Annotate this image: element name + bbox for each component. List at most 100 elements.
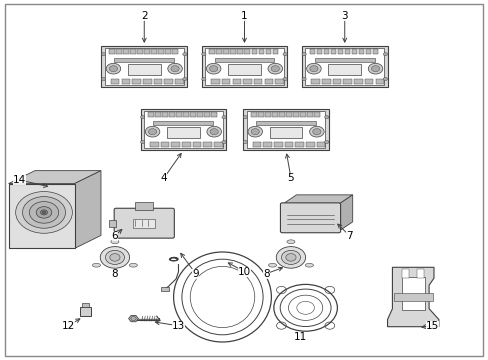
- Bar: [223, 49, 228, 54]
- Bar: [305, 49, 383, 85]
- Circle shape: [306, 63, 321, 74]
- Text: 11: 11: [293, 332, 307, 342]
- Circle shape: [183, 53, 186, 56]
- Bar: [172, 49, 178, 54]
- Bar: [137, 49, 142, 54]
- Text: 13: 13: [171, 321, 185, 331]
- Bar: [244, 49, 249, 54]
- Bar: [343, 80, 351, 84]
- Text: 1: 1: [241, 11, 247, 21]
- Bar: [155, 112, 161, 117]
- Circle shape: [271, 66, 279, 72]
- Bar: [353, 80, 362, 84]
- Bar: [305, 143, 314, 147]
- Circle shape: [201, 53, 205, 56]
- Bar: [123, 49, 128, 54]
- Bar: [162, 112, 167, 117]
- Bar: [306, 112, 312, 117]
- Text: 9: 9: [192, 269, 199, 279]
- Polygon shape: [282, 195, 352, 204]
- Bar: [150, 143, 158, 147]
- Bar: [316, 143, 325, 147]
- Bar: [153, 121, 213, 126]
- Circle shape: [109, 66, 117, 72]
- Bar: [309, 49, 315, 54]
- Ellipse shape: [286, 240, 294, 244]
- Circle shape: [302, 53, 305, 56]
- Polygon shape: [128, 315, 138, 322]
- Bar: [141, 109, 225, 150]
- Bar: [330, 49, 336, 54]
- Bar: [250, 112, 256, 117]
- Bar: [273, 143, 282, 147]
- Circle shape: [22, 197, 65, 228]
- Circle shape: [285, 253, 295, 261]
- Circle shape: [206, 126, 221, 137]
- Text: 6: 6: [111, 231, 118, 241]
- Bar: [365, 49, 370, 54]
- Circle shape: [383, 53, 386, 56]
- Circle shape: [167, 63, 182, 74]
- Circle shape: [105, 251, 124, 264]
- Bar: [269, 127, 302, 138]
- Bar: [246, 112, 325, 148]
- Circle shape: [251, 129, 259, 135]
- Bar: [148, 112, 154, 117]
- Bar: [161, 143, 169, 147]
- Bar: [232, 80, 241, 84]
- Bar: [158, 49, 163, 54]
- Bar: [243, 80, 251, 84]
- Bar: [176, 112, 182, 117]
- Circle shape: [281, 251, 300, 264]
- Bar: [328, 64, 360, 75]
- Bar: [311, 80, 319, 84]
- Bar: [116, 49, 122, 54]
- Circle shape: [309, 66, 317, 72]
- Bar: [332, 80, 341, 84]
- Bar: [313, 112, 319, 117]
- Circle shape: [247, 126, 262, 137]
- Bar: [256, 121, 315, 126]
- FancyBboxPatch shape: [280, 203, 340, 233]
- Circle shape: [371, 66, 379, 72]
- Circle shape: [201, 77, 205, 81]
- Bar: [104, 49, 183, 85]
- Bar: [344, 49, 349, 54]
- Bar: [295, 143, 304, 147]
- Circle shape: [324, 140, 328, 144]
- Circle shape: [222, 140, 225, 144]
- Bar: [275, 80, 283, 84]
- Bar: [264, 112, 270, 117]
- Bar: [402, 269, 408, 278]
- Bar: [102, 46, 186, 87]
- Circle shape: [283, 77, 287, 81]
- Text: 14: 14: [13, 175, 26, 185]
- Polygon shape: [130, 317, 136, 320]
- Circle shape: [302, 77, 305, 81]
- Circle shape: [42, 211, 46, 214]
- Bar: [416, 269, 423, 278]
- Bar: [9, 184, 75, 248]
- Bar: [204, 112, 209, 117]
- Bar: [263, 143, 271, 147]
- Bar: [114, 58, 174, 63]
- Circle shape: [171, 66, 179, 72]
- Bar: [271, 112, 277, 117]
- Bar: [393, 293, 431, 301]
- Bar: [216, 49, 222, 54]
- Circle shape: [383, 77, 386, 81]
- Circle shape: [243, 140, 247, 144]
- Bar: [175, 80, 183, 84]
- Circle shape: [29, 202, 59, 223]
- Circle shape: [243, 116, 247, 119]
- Bar: [122, 80, 130, 84]
- Bar: [337, 49, 343, 54]
- Bar: [230, 49, 236, 54]
- Bar: [190, 112, 196, 117]
- Bar: [258, 49, 264, 54]
- Bar: [272, 49, 278, 54]
- Circle shape: [367, 63, 382, 74]
- Bar: [182, 143, 190, 147]
- Bar: [169, 112, 175, 117]
- Bar: [135, 202, 153, 210]
